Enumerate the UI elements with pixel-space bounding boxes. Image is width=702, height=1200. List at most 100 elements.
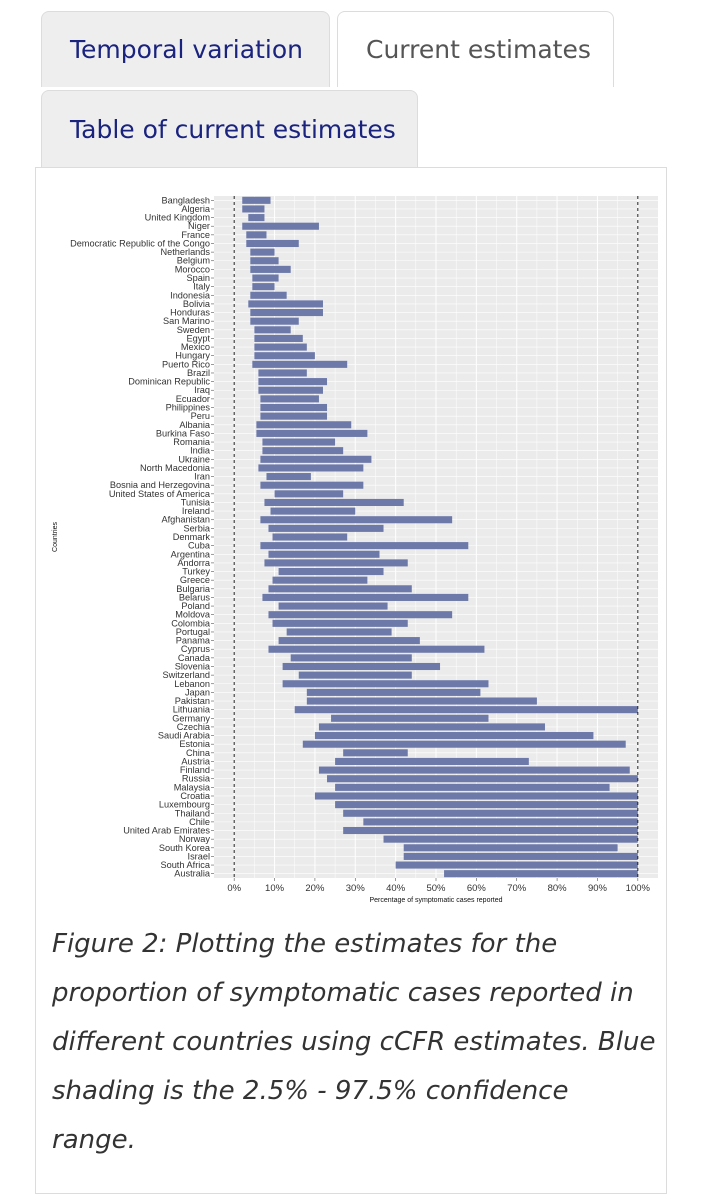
bar <box>286 628 392 636</box>
tab-table-of-current-estimates[interactable]: Table of current estimates <box>41 90 418 168</box>
bar <box>260 403 328 412</box>
bar <box>272 533 348 541</box>
y-tick-label: Chile <box>189 817 210 827</box>
y-tick-label: Thailand <box>175 808 210 818</box>
bar <box>335 757 529 765</box>
x-tick-label: 70% <box>507 883 527 894</box>
bar <box>260 516 453 524</box>
figure-caption: Figure 2: Plotting the estimates for the… <box>52 929 656 1155</box>
bar <box>444 870 638 878</box>
tab-current-estimates[interactable]: Current estimates <box>337 11 614 87</box>
y-tick-label: Bosnia and Herzegovina <box>110 480 211 490</box>
bar <box>254 334 303 342</box>
bar <box>262 438 336 446</box>
y-tick-label: Pakistan <box>175 696 210 706</box>
bar <box>272 619 408 627</box>
bar <box>306 697 537 705</box>
x-tick-label: 40% <box>386 883 406 894</box>
y-tick-label: Russia <box>182 774 211 784</box>
bar <box>314 732 594 740</box>
y-tick-label: Iraq <box>194 385 210 395</box>
bar <box>335 801 638 809</box>
bar <box>252 274 279 282</box>
bar <box>260 395 319 403</box>
bar <box>395 861 638 869</box>
y-tick-label: Denmark <box>173 532 211 542</box>
bar <box>260 481 364 489</box>
bar <box>278 602 388 610</box>
bar <box>335 783 610 791</box>
y-tick-label: Netherlands <box>160 247 210 257</box>
y-tick-label: Cyprus <box>181 644 211 654</box>
bar <box>343 826 638 835</box>
bar <box>298 671 412 679</box>
y-tick-label: Croatia <box>180 791 211 801</box>
x-tick-label: 100% <box>626 883 651 894</box>
y-tick-label: Burkina Faso <box>156 428 210 438</box>
bar <box>278 567 384 576</box>
tab-label: Table of current estimates <box>70 115 396 144</box>
tab-temporal-variation[interactable]: Temporal variation <box>41 11 330 87</box>
bar <box>272 576 368 584</box>
bar <box>242 222 319 230</box>
y-tick-label: Sweden <box>177 325 210 335</box>
y-tick-label: Democratic Republic of the Congo <box>70 238 210 248</box>
bar <box>278 637 420 645</box>
y-tick-label: Germany <box>172 713 210 723</box>
y-tick-label: Lithuania <box>173 705 211 715</box>
bar <box>258 378 328 386</box>
y-tick-label: Niger <box>188 221 210 231</box>
bar <box>403 844 618 852</box>
bar <box>343 749 408 757</box>
bar <box>250 257 279 265</box>
x-tick-label: 10% <box>265 883 285 894</box>
y-tick-label: Hungary <box>175 351 210 361</box>
bar <box>282 662 441 671</box>
bar <box>302 740 626 748</box>
y-tick-label: Dominican Republic <box>128 377 210 387</box>
x-tick-label: 60% <box>467 883 487 894</box>
bar <box>403 852 638 860</box>
bar <box>258 369 307 377</box>
y-tick-label: Indonesia <box>170 290 211 300</box>
x-tick-label: 90% <box>588 883 608 894</box>
y-tick-label: Moldova <box>175 610 211 620</box>
bar <box>250 265 291 273</box>
bar <box>327 775 638 783</box>
bar <box>270 507 356 515</box>
y-tick-label: Israel <box>188 851 210 861</box>
y-tick-label: Luxembourg <box>159 800 210 810</box>
bar <box>268 524 384 532</box>
x-tick-label: 80% <box>548 883 568 894</box>
y-tick-label: Canada <box>178 653 211 663</box>
x-tick-label: 20% <box>305 883 325 894</box>
bar <box>383 835 638 843</box>
bar <box>318 766 630 774</box>
bar <box>252 360 348 368</box>
y-tick-label: China <box>186 748 211 758</box>
y-tick-label: Romania <box>173 437 211 447</box>
y-tick-label: United States of America <box>109 489 211 499</box>
y-tick-label: India <box>190 446 211 456</box>
bar <box>246 239 299 248</box>
y-tick-label: Slovenia <box>175 661 211 671</box>
y-tick-label: Lebanon <box>174 679 210 689</box>
bar <box>264 559 408 567</box>
y-tick-label: Philippines <box>166 403 211 413</box>
bar <box>306 688 481 696</box>
x-axis-title: Percentage of symptomatic cases reported <box>369 897 502 904</box>
y-tick-label: Japan <box>185 687 210 697</box>
y-tick-label: Bulgaria <box>176 584 211 594</box>
y-tick-label: Bolivia <box>183 299 211 309</box>
bar <box>254 352 315 360</box>
bar <box>256 429 368 437</box>
bar <box>266 473 311 481</box>
bar <box>268 550 380 558</box>
y-tick-label: Peru <box>191 411 210 421</box>
bar <box>242 196 271 204</box>
bar <box>264 498 404 507</box>
bar <box>260 542 469 550</box>
bar <box>254 326 291 334</box>
y-tick-label: Malaysia <box>174 782 211 792</box>
